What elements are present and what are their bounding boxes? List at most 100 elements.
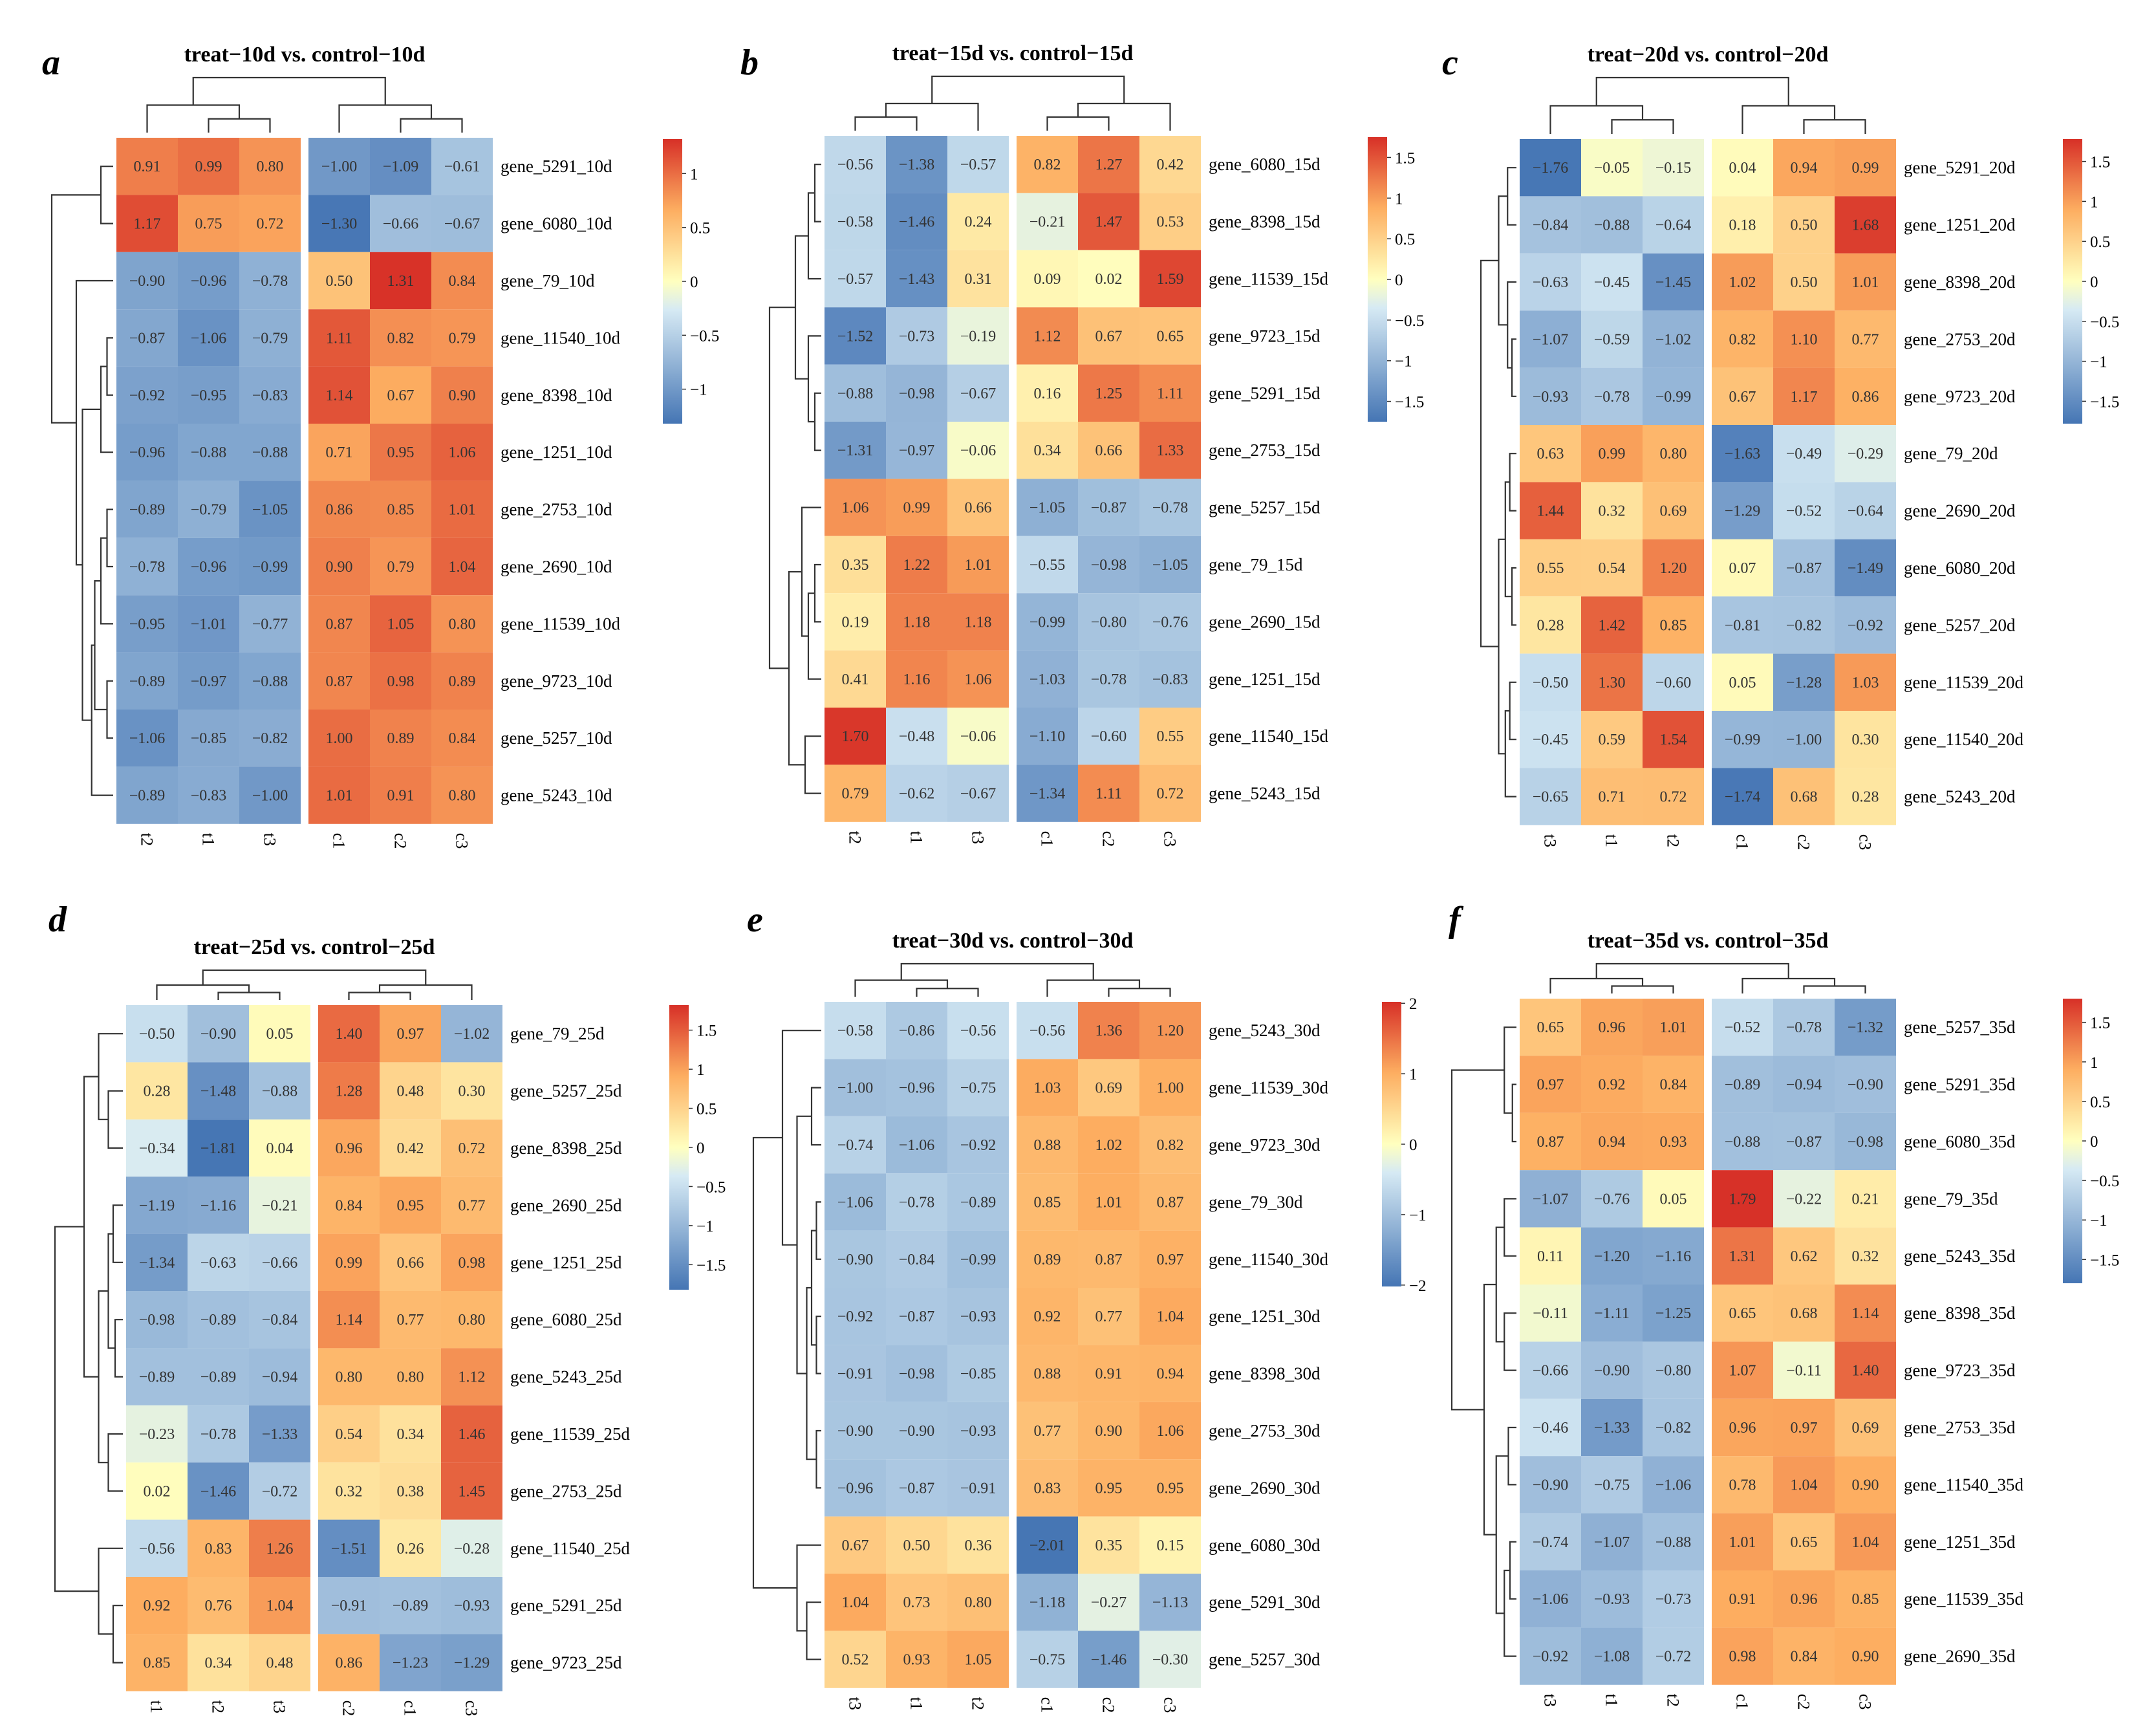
cell-value-label: −0.78 <box>1786 1019 1822 1036</box>
colorbar-tick-label: −1.5 <box>2090 393 2119 411</box>
heatmap-cell <box>308 595 370 653</box>
cell-value-label: 0.87 <box>1095 1252 1123 1268</box>
cell-value-label: −1.01 <box>191 616 227 633</box>
cell-value-label: −0.19 <box>960 328 997 345</box>
column-label: t3 <box>270 1700 289 1713</box>
heatmap-cell <box>947 1059 1009 1116</box>
row-label: gene_5291_25d <box>510 1596 622 1615</box>
dendrogram-branch <box>400 118 463 133</box>
cell-value-label: −0.99 <box>1655 389 1692 406</box>
heatmap-cell <box>431 366 493 424</box>
cell-value-label: 0.80 <box>336 1369 363 1386</box>
cell-value-label: −1.76 <box>1533 160 1569 177</box>
cell-value-label: 0.89 <box>449 673 476 690</box>
heatmap-cell <box>947 765 1009 822</box>
dendrogram-branch <box>815 1201 821 1260</box>
heatmap-cell <box>825 250 886 308</box>
cell-value-label: 0.15 <box>1157 1537 1184 1554</box>
heatmap-cell <box>1835 139 1896 197</box>
heatmap-cell <box>1017 250 1078 308</box>
dendrogram-branch <box>98 1033 123 1120</box>
dendrogram-branch <box>100 166 113 224</box>
heatmap-cell <box>1835 768 1896 825</box>
row-label: gene_1251_35d <box>1904 1532 2016 1552</box>
cell-value-label: 1.06 <box>842 500 869 517</box>
heatmap-cell <box>1139 250 1201 308</box>
dendrogram-branch <box>1450 1069 1505 1411</box>
cell-value-label: −1.09 <box>383 158 419 175</box>
cell-value-label: 0.50 <box>1791 274 1818 291</box>
dendrogram-branch <box>804 735 821 794</box>
heatmap-cell <box>1017 1059 1078 1116</box>
heatmap-cell <box>441 1519 502 1577</box>
colorbar-tick-label: −1 <box>2090 1212 2107 1230</box>
heatmap-cell <box>370 595 431 653</box>
row-label: gene_5257_30d <box>1209 1650 1321 1669</box>
heatmap-cell <box>1773 425 1835 483</box>
heatmap-cell <box>1520 253 1581 311</box>
heatmap-cell <box>126 1062 188 1120</box>
colorbar <box>1382 1002 1401 1286</box>
dendrogram-branch <box>781 1030 821 1246</box>
heatmap-cell <box>947 1631 1009 1688</box>
dendrogram-branch <box>854 116 918 131</box>
cell-value-label: 0.68 <box>1791 789 1818 806</box>
heatmap-cell <box>947 250 1009 308</box>
heatmap-cell <box>1581 711 1643 768</box>
heatmap-cell <box>370 138 431 195</box>
column-label: c3 <box>453 833 471 849</box>
cell-value-label: −0.66 <box>383 216 419 233</box>
heatmap-cell <box>1017 1345 1078 1402</box>
cell-value-label: −0.56 <box>837 157 874 173</box>
cell-value-label: −0.92 <box>129 387 166 404</box>
column-label: t2 <box>846 831 865 844</box>
heatmap-cell <box>1581 253 1643 311</box>
dendrogram-branch <box>1495 1226 1505 1343</box>
cell-value-label: −0.52 <box>1725 1019 1761 1036</box>
heatmap-cell <box>1017 307 1078 365</box>
heatmap-cell <box>1835 1627 1896 1685</box>
heatmap-cell <box>1017 1516 1078 1574</box>
heatmap-cell <box>239 138 301 195</box>
heatmap-cell <box>126 1005 188 1063</box>
cell-value-label: 0.09 <box>1034 271 1061 288</box>
heatmap-cell <box>886 1631 947 1688</box>
cell-value-label: −0.72 <box>1655 1649 1692 1665</box>
colorbar-tick-label: −1 <box>696 1218 714 1235</box>
heatmap-cell <box>886 1574 947 1631</box>
heatmap-cell <box>1773 253 1835 311</box>
cell-value-label: −1.46 <box>1091 1652 1127 1669</box>
heatmap-cell <box>886 250 947 308</box>
cell-value-label: 0.85 <box>387 502 415 519</box>
heatmap-cell <box>886 1059 947 1116</box>
colorbar-tick-label: −1.5 <box>1395 394 1424 411</box>
heatmap-cell <box>886 765 947 822</box>
cell-value-label: 0.30 <box>1852 732 1879 748</box>
cell-value-label: 0.41 <box>842 671 869 688</box>
heatmap-cell <box>1835 1227 1896 1285</box>
cell-value-label: 0.67 <box>387 387 415 404</box>
cell-value-label: 1.46 <box>458 1426 486 1443</box>
heatmap-cell <box>249 1062 310 1120</box>
cell-value-label: 1.36 <box>1095 1023 1123 1039</box>
heatmap-cell <box>1773 1227 1835 1285</box>
heatmap-cell <box>1643 1513 1704 1570</box>
dendrogram-branch <box>1509 453 1516 512</box>
heatmap-cell <box>441 1634 502 1691</box>
heatmap-cell <box>1712 768 1773 825</box>
heatmap-cell <box>239 424 301 481</box>
heatmap-cell <box>825 1288 886 1345</box>
heatmap-cell <box>1773 539 1835 597</box>
cell-value-label: −0.58 <box>837 1023 874 1039</box>
cell-value-label: −0.30 <box>1152 1652 1189 1669</box>
colorbar-tick-label: 0 <box>2090 1133 2098 1151</box>
cell-value-label: −0.74 <box>837 1137 874 1154</box>
cell-value-label: −0.23 <box>139 1426 175 1443</box>
cell-value-label: 0.54 <box>336 1426 363 1443</box>
heatmap-cell <box>1712 1341 1773 1399</box>
dendrogram-branch <box>768 307 795 669</box>
heatmap-cell <box>1520 367 1581 425</box>
column-label: c3 <box>462 1700 481 1717</box>
cell-value-label: −0.60 <box>1091 728 1127 745</box>
cell-value-label: 0.32 <box>1852 1248 1879 1265</box>
